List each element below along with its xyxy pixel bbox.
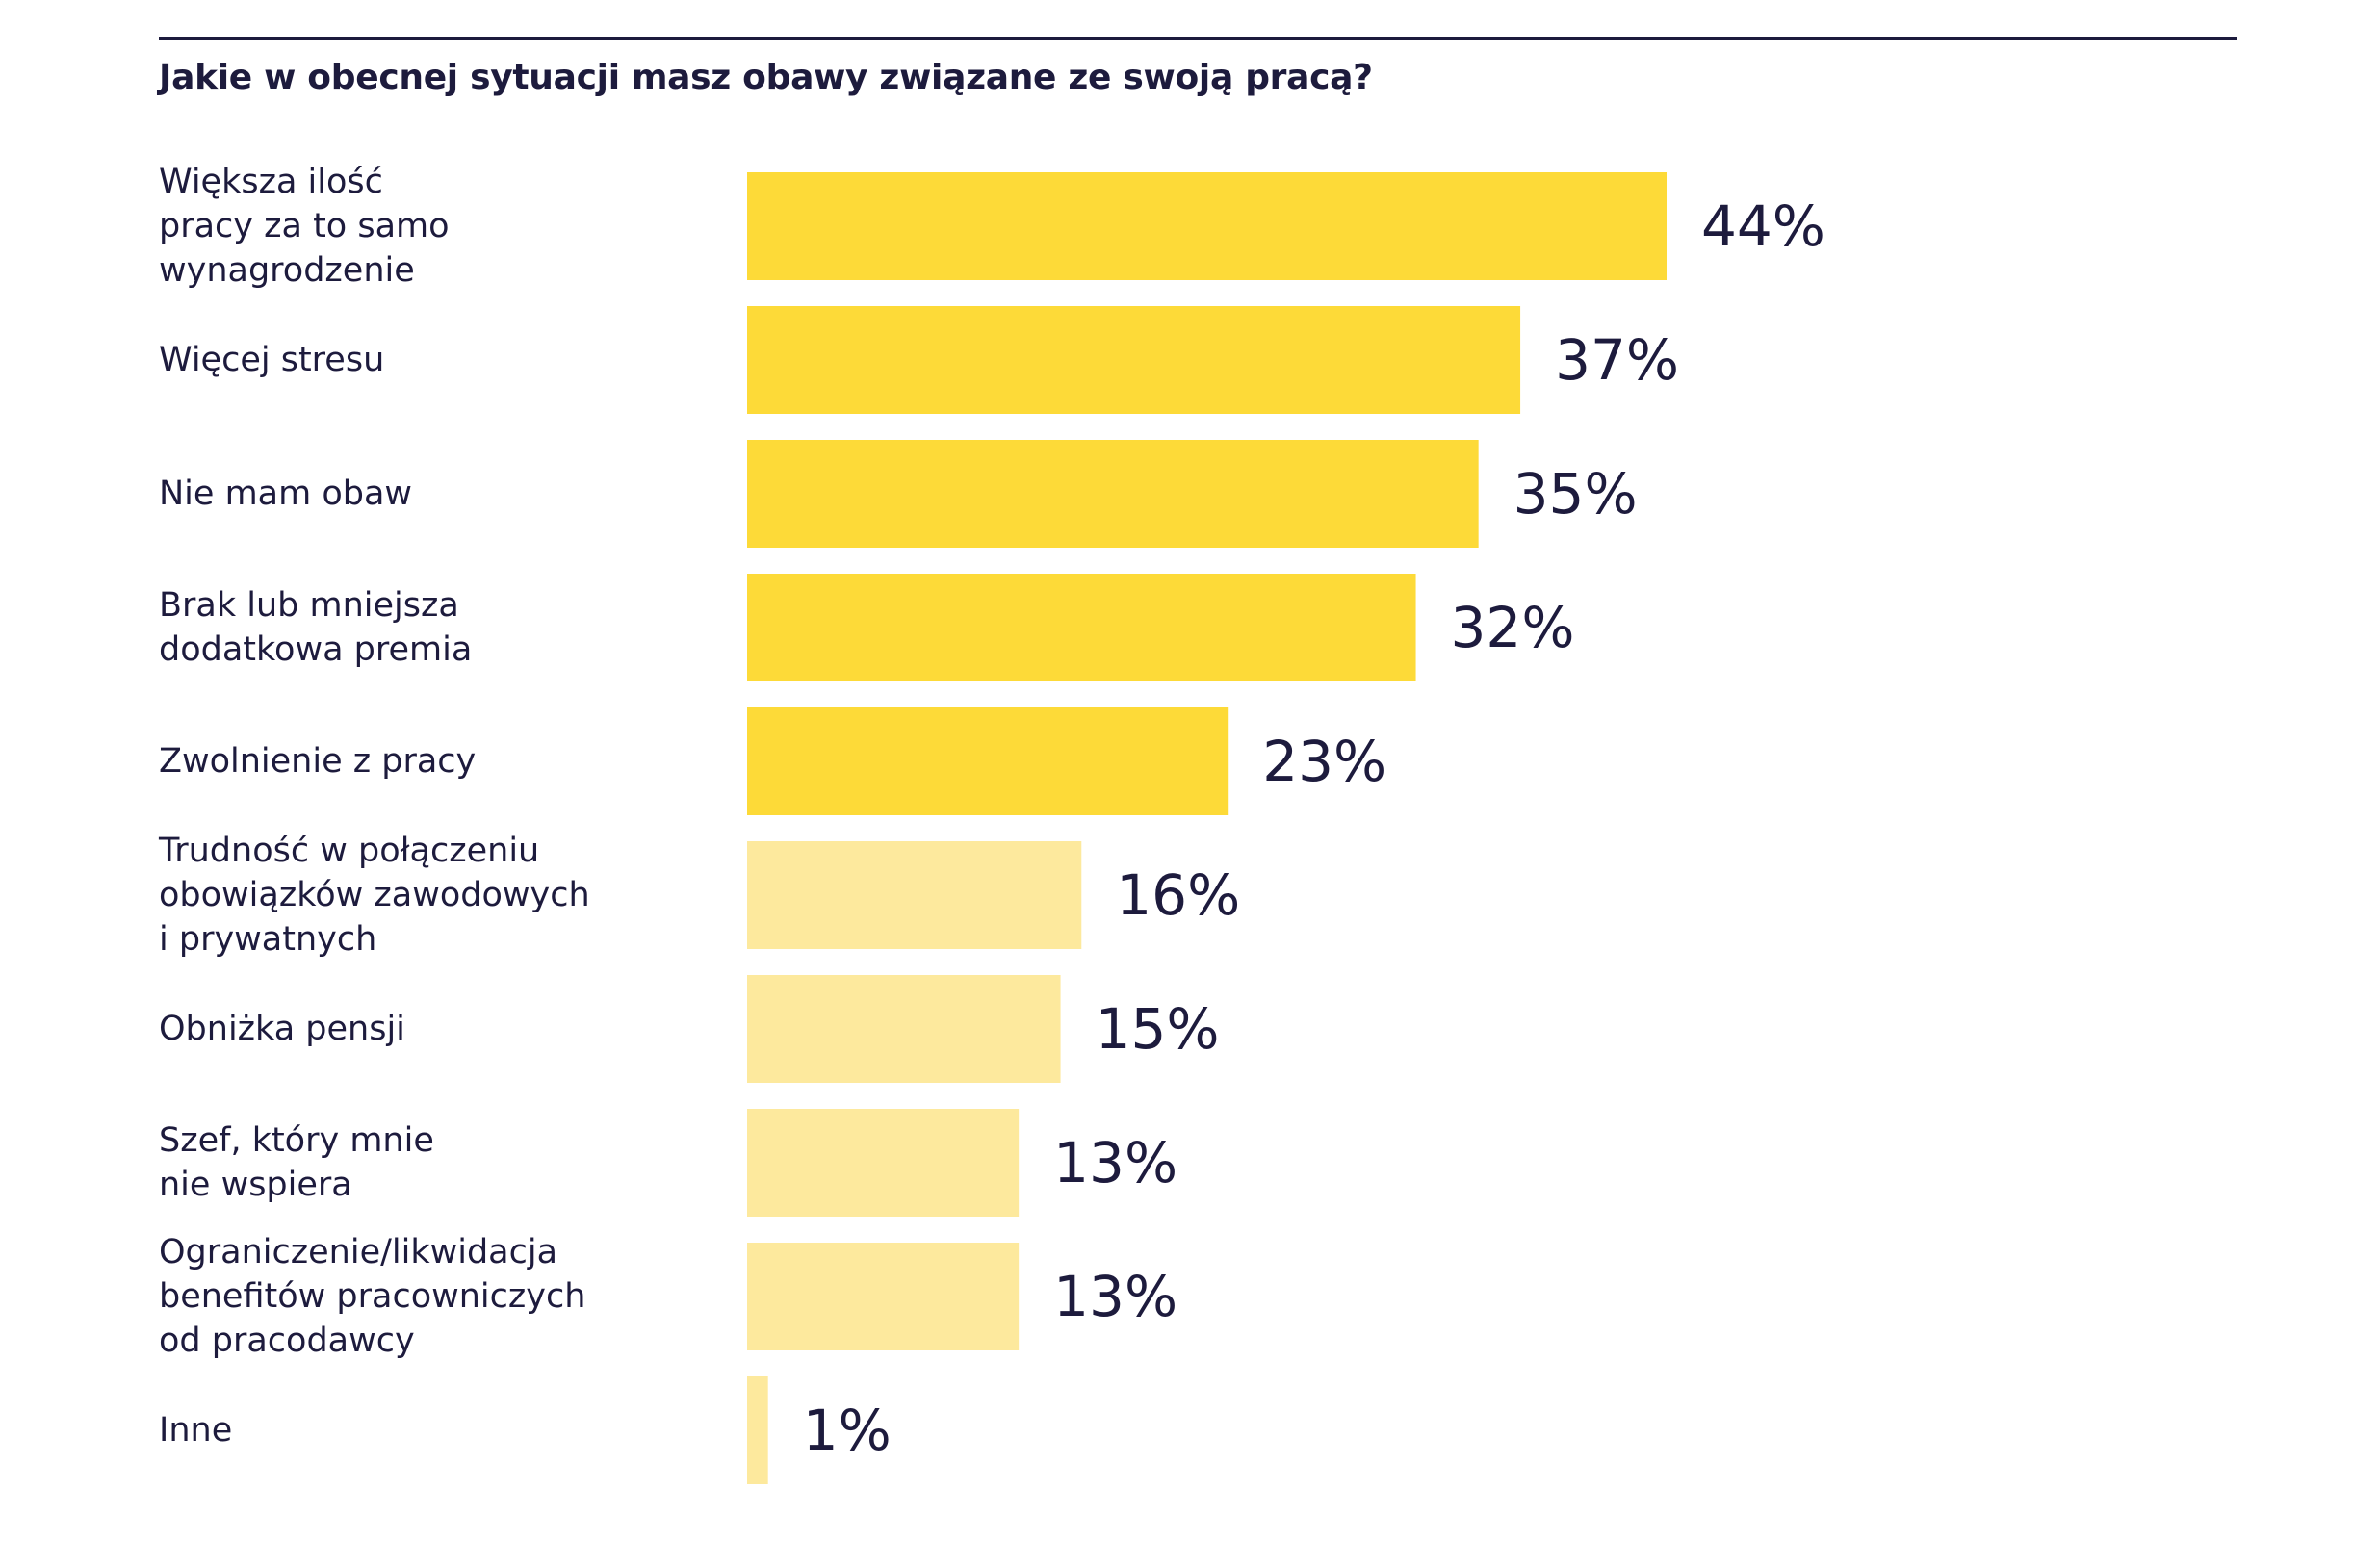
bar-4 xyxy=(747,574,1416,681)
category-label-7: Obniżka pensji xyxy=(159,1010,405,1048)
bar-9 xyxy=(747,1243,1020,1350)
value-label-8: 13% xyxy=(1053,1130,1177,1195)
category-label-4: Brak lub mniejsza dodatkowa premia xyxy=(159,586,472,669)
bar-5 xyxy=(747,707,1229,815)
value-label-3: 35% xyxy=(1513,461,1638,527)
value-label-5: 23% xyxy=(1262,729,1386,794)
value-label-2: 37% xyxy=(1555,327,1679,393)
bar-6 xyxy=(747,841,1082,949)
bar-2 xyxy=(747,306,1521,414)
value-label-10: 1% xyxy=(803,1398,892,1463)
value-label-6: 16% xyxy=(1116,862,1240,928)
category-label-3: Nie mam obaw xyxy=(159,475,412,513)
bar-1 xyxy=(747,172,1667,280)
category-label-2: Więcej stresu xyxy=(159,341,384,379)
value-label-1: 44% xyxy=(1701,193,1825,259)
value-label-4: 32% xyxy=(1451,595,1575,660)
category-label-9: Ograniczenie/likwidacja benefitów pracown… xyxy=(159,1233,585,1360)
value-label-7: 15% xyxy=(1096,996,1220,1062)
bar-8 xyxy=(747,1109,1020,1217)
bar-7 xyxy=(747,975,1061,1083)
bar-3 xyxy=(747,440,1479,548)
title-rule xyxy=(159,37,2237,40)
category-label-6: Trudność w połączeniu obowiązków zawodowy… xyxy=(158,832,590,959)
chart-title: Jakie w obecnej sytuacji masz obawy zwią… xyxy=(159,58,1373,97)
category-label-1: Większa ilość pracy za to samo wynagrodzen… xyxy=(159,163,450,290)
bar-10 xyxy=(747,1376,768,1484)
category-label-5: Zwolnienie z pracy xyxy=(159,742,476,781)
value-label-9: 13% xyxy=(1053,1264,1177,1329)
category-label-8: Szef, który mnie nie wspiera xyxy=(159,1121,434,1204)
category-label-10: Inne xyxy=(159,1411,232,1450)
